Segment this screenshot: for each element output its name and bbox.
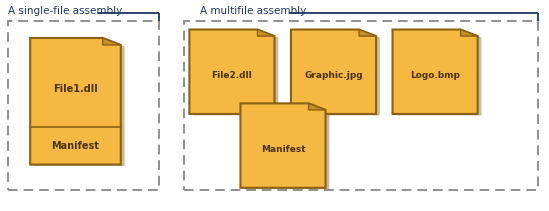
Polygon shape: [309, 103, 326, 110]
Polygon shape: [396, 31, 481, 115]
Text: File1.dll: File1.dll: [53, 84, 98, 94]
Polygon shape: [295, 31, 380, 115]
Polygon shape: [393, 30, 478, 114]
Text: Manifest: Manifest: [52, 141, 99, 151]
Text: A multifile assembly: A multifile assembly: [200, 6, 307, 16]
Polygon shape: [257, 30, 274, 36]
Polygon shape: [103, 38, 121, 45]
Polygon shape: [34, 39, 125, 166]
Text: File2.dll: File2.dll: [211, 72, 253, 80]
Polygon shape: [359, 30, 376, 36]
Text: Logo.bmp: Logo.bmp: [410, 72, 460, 80]
Polygon shape: [189, 30, 274, 114]
Bar: [8, 21, 159, 190]
Polygon shape: [461, 30, 478, 36]
Polygon shape: [30, 38, 121, 165]
Polygon shape: [291, 30, 376, 114]
Polygon shape: [240, 103, 326, 188]
Polygon shape: [244, 105, 329, 189]
Polygon shape: [193, 31, 278, 115]
Text: Manifest: Manifest: [261, 145, 305, 154]
Text: A single-file assembly: A single-file assembly: [8, 6, 122, 16]
Text: Graphic.jpg: Graphic.jpg: [304, 72, 363, 80]
Bar: [184, 21, 538, 190]
